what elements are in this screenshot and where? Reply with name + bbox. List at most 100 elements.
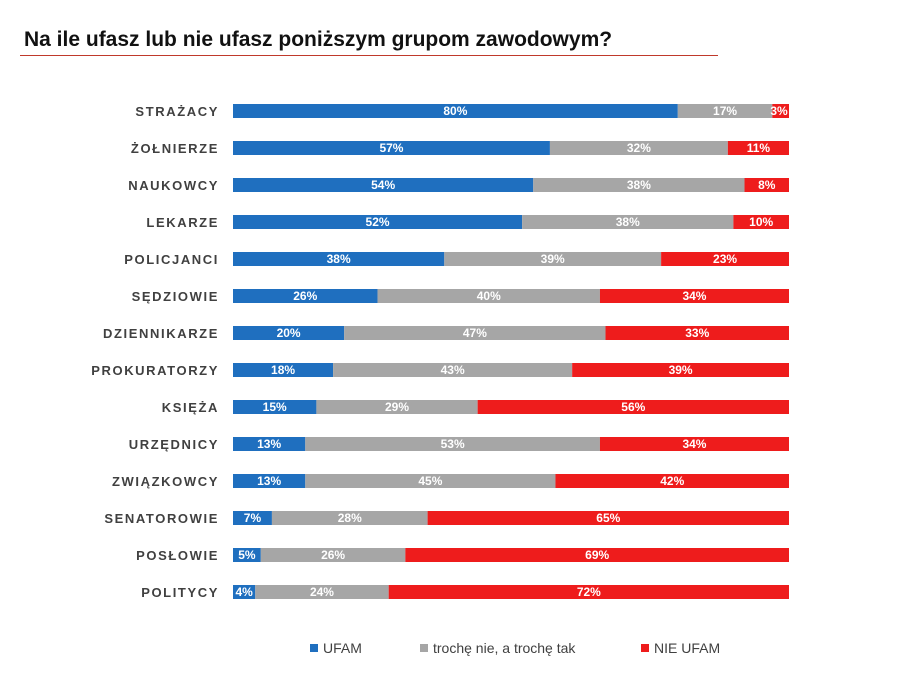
category-label: STRAŻACY	[135, 104, 219, 119]
data-label: 52%	[366, 215, 390, 229]
category-label: SENATOROWIE	[104, 511, 219, 526]
category-label: POLICJANCI	[124, 252, 219, 267]
bar-segment	[233, 363, 334, 377]
bar-segment	[233, 400, 317, 414]
data-label: 38%	[616, 215, 640, 229]
bar-segment	[522, 215, 734, 229]
bar-segment	[599, 289, 789, 303]
bar-segment	[233, 289, 378, 303]
bar-segment	[344, 326, 606, 340]
legend-item: trochę nie, a trochę tak	[420, 640, 575, 656]
data-label: 54%	[371, 178, 395, 192]
data-label: 43%	[441, 363, 465, 377]
data-label: 34%	[682, 437, 706, 451]
bar-segment	[733, 215, 789, 229]
legend-item: UFAM	[310, 640, 362, 656]
bar-segment	[333, 363, 573, 377]
bar-segment	[661, 252, 789, 266]
bar-segment	[233, 178, 534, 192]
category-label: DZIENNIKARZE	[103, 326, 219, 341]
data-label: 15%	[263, 400, 287, 414]
data-label: 10%	[749, 215, 773, 229]
data-label: 34%	[682, 289, 706, 303]
legend-label: NIE UFAM	[654, 640, 721, 656]
data-label: 57%	[379, 141, 403, 155]
data-label: 38%	[627, 178, 651, 192]
legend-label: UFAM	[323, 640, 362, 656]
bar-segment	[305, 474, 556, 488]
bar-segment	[427, 511, 789, 525]
category-label: LEKARZE	[146, 215, 219, 230]
bar-segment	[727, 141, 789, 155]
legend-label: trochę nie, a trochę tak	[433, 640, 576, 656]
bar-segment	[233, 104, 678, 118]
title-underline	[20, 55, 718, 56]
data-label: 18%	[271, 363, 295, 377]
bar-segment	[405, 548, 789, 562]
data-label: 39%	[541, 252, 565, 266]
legend-swatch	[641, 644, 649, 652]
data-label: 39%	[669, 363, 693, 377]
bar-segment	[572, 363, 789, 377]
bar-segment	[533, 178, 745, 192]
bar-segment	[549, 141, 728, 155]
bar-segment	[477, 400, 789, 414]
category-label: ŻOŁNIERZE	[131, 141, 219, 156]
bar-segment	[444, 252, 662, 266]
bar-segment	[772, 104, 789, 118]
bar-segment	[233, 326, 345, 340]
bar-segment	[233, 585, 256, 599]
bar-segment	[233, 511, 272, 525]
category-label: NAUKOWCY	[128, 178, 219, 193]
data-label: 17%	[713, 104, 737, 118]
category-label: ZWIĄZKOWCY	[112, 474, 219, 489]
chart-title: Na ile ufasz lub nie ufasz poniższym gru…	[24, 28, 613, 51]
data-label: 3%	[770, 104, 788, 118]
data-label: 26%	[293, 289, 317, 303]
data-label: 32%	[627, 141, 651, 155]
data-label: 69%	[585, 548, 609, 562]
bar-segment	[388, 585, 789, 599]
data-label: 13%	[257, 437, 281, 451]
bar-segment	[233, 252, 445, 266]
data-label: 56%	[621, 400, 645, 414]
data-label: 65%	[596, 511, 620, 525]
bar-segment	[677, 104, 773, 118]
data-label: 26%	[321, 548, 345, 562]
bar-segment	[233, 548, 261, 562]
data-label: 29%	[385, 400, 409, 414]
bar-segment	[316, 400, 478, 414]
bar-segment	[377, 289, 600, 303]
data-label: 80%	[443, 104, 467, 118]
legend-item: NIE UFAM	[641, 640, 720, 656]
bar-segment	[233, 141, 550, 155]
data-label: 13%	[257, 474, 281, 488]
data-label: 42%	[660, 474, 684, 488]
data-label: 4%	[235, 585, 253, 599]
category-label: PROKURATORZY	[91, 363, 219, 378]
bar-segment	[605, 326, 789, 340]
data-label: 45%	[418, 474, 442, 488]
category-label: SĘDZIOWIE	[132, 289, 219, 304]
data-label: 72%	[577, 585, 601, 599]
bar-segment	[305, 437, 600, 451]
data-label: 8%	[758, 178, 776, 192]
category-label: KSIĘŻA	[162, 400, 219, 415]
bar-segment	[744, 178, 789, 192]
data-label: 33%	[685, 326, 709, 340]
bar-segment	[555, 474, 789, 488]
data-label: 5%	[238, 548, 256, 562]
bar-segment	[599, 437, 789, 451]
bar-segment	[260, 548, 406, 562]
data-label: 7%	[244, 511, 262, 525]
bar-segment	[233, 215, 523, 229]
bar-segment	[233, 474, 306, 488]
data-label: 11%	[747, 141, 771, 155]
data-label: 40%	[477, 289, 501, 303]
data-label: 47%	[463, 326, 487, 340]
legend-swatch	[310, 644, 318, 652]
data-label: 24%	[310, 585, 334, 599]
data-label: 20%	[277, 326, 301, 340]
data-label: 23%	[713, 252, 737, 266]
